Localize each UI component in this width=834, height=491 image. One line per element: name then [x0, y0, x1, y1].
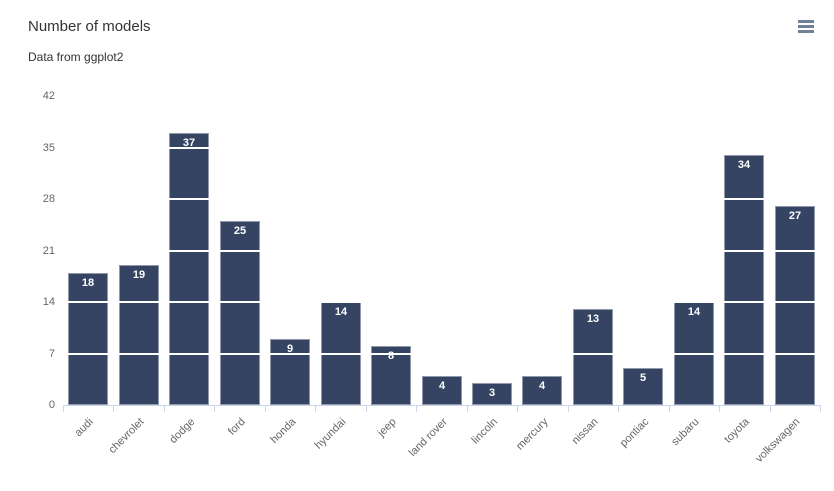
y-axis-label: 7	[48, 347, 55, 360]
bar-value-label: 25	[233, 225, 247, 237]
x-axis-tick	[416, 406, 417, 412]
bar-value-label: 19	[132, 269, 146, 281]
x-axis-tick	[719, 406, 720, 412]
y-axis-label: 42	[42, 90, 55, 102]
x-axis-tick	[366, 406, 367, 412]
bar-land-rover[interactable]: 4	[422, 376, 462, 405]
x-axis-tick	[568, 406, 569, 412]
grid-line	[63, 147, 820, 149]
bar-value-label: 14	[334, 306, 348, 318]
grid-line	[63, 250, 820, 252]
bar-value-label: 4	[538, 380, 546, 392]
bar-lincoln[interactable]: 3	[472, 383, 512, 405]
grid-line	[63, 353, 820, 355]
y-axis-label: 21	[42, 244, 55, 257]
x-axis-tick	[63, 406, 64, 412]
bar-jeep[interactable]: 8	[371, 346, 411, 405]
x-axis-tick	[164, 406, 165, 412]
x-axis-tick	[315, 406, 316, 412]
x-axis-tick	[618, 406, 619, 412]
x-axis-line	[63, 405, 821, 406]
bar-value-label: 3	[488, 387, 496, 399]
bar-chevrolet[interactable]: 19	[119, 265, 159, 405]
x-axis-tick	[820, 406, 821, 412]
chart-title: Number of models	[28, 18, 151, 35]
x-axis-tick	[113, 406, 114, 412]
bar-value-label: 34	[737, 159, 751, 171]
y-axis-label: 14	[42, 296, 55, 308]
bar-value-label: 14	[687, 306, 701, 318]
x-axis-tick	[770, 406, 771, 412]
bar-pontiac[interactable]: 5	[623, 368, 663, 405]
x-axis-tick	[517, 406, 518, 412]
bar-value-label: 13	[586, 313, 600, 325]
bar-value-label: 18	[81, 277, 95, 289]
y-axis-label: 35	[42, 141, 55, 154]
bar-volkswagen[interactable]: 27	[775, 206, 815, 405]
grid-line	[63, 301, 820, 303]
bar-dodge[interactable]: 37	[169, 133, 209, 405]
bar-mercury[interactable]: 4	[522, 376, 562, 405]
x-axis-tick	[669, 406, 670, 412]
bar-value-label: 9	[286, 343, 294, 355]
export-menu-button[interactable]	[792, 15, 820, 39]
hamburger-menu-icon	[798, 19, 814, 33]
grid-line	[63, 198, 820, 200]
bar-ford[interactable]: 25	[220, 221, 260, 405]
bar-value-label: 5	[639, 372, 647, 384]
bar-nissan[interactable]: 13	[573, 309, 613, 405]
y-axis-label: 0	[48, 399, 55, 411]
y-axis-label: 28	[42, 193, 55, 205]
bar-honda[interactable]: 9	[270, 339, 310, 405]
x-axis-tick	[214, 406, 215, 412]
bar-value-label: 4	[438, 380, 446, 392]
grid-line	[63, 95, 820, 97]
bar-toyota[interactable]: 34	[724, 155, 764, 405]
bar-audi[interactable]: 18	[68, 273, 108, 405]
bar-value-label: 27	[788, 210, 802, 222]
bar-value-label: 37	[182, 137, 196, 149]
x-axis-tick	[467, 406, 468, 412]
x-axis-tick	[265, 406, 266, 412]
chart-subtitle: Data from ggplot2	[28, 50, 124, 64]
bar-value-label: 8	[387, 350, 395, 362]
